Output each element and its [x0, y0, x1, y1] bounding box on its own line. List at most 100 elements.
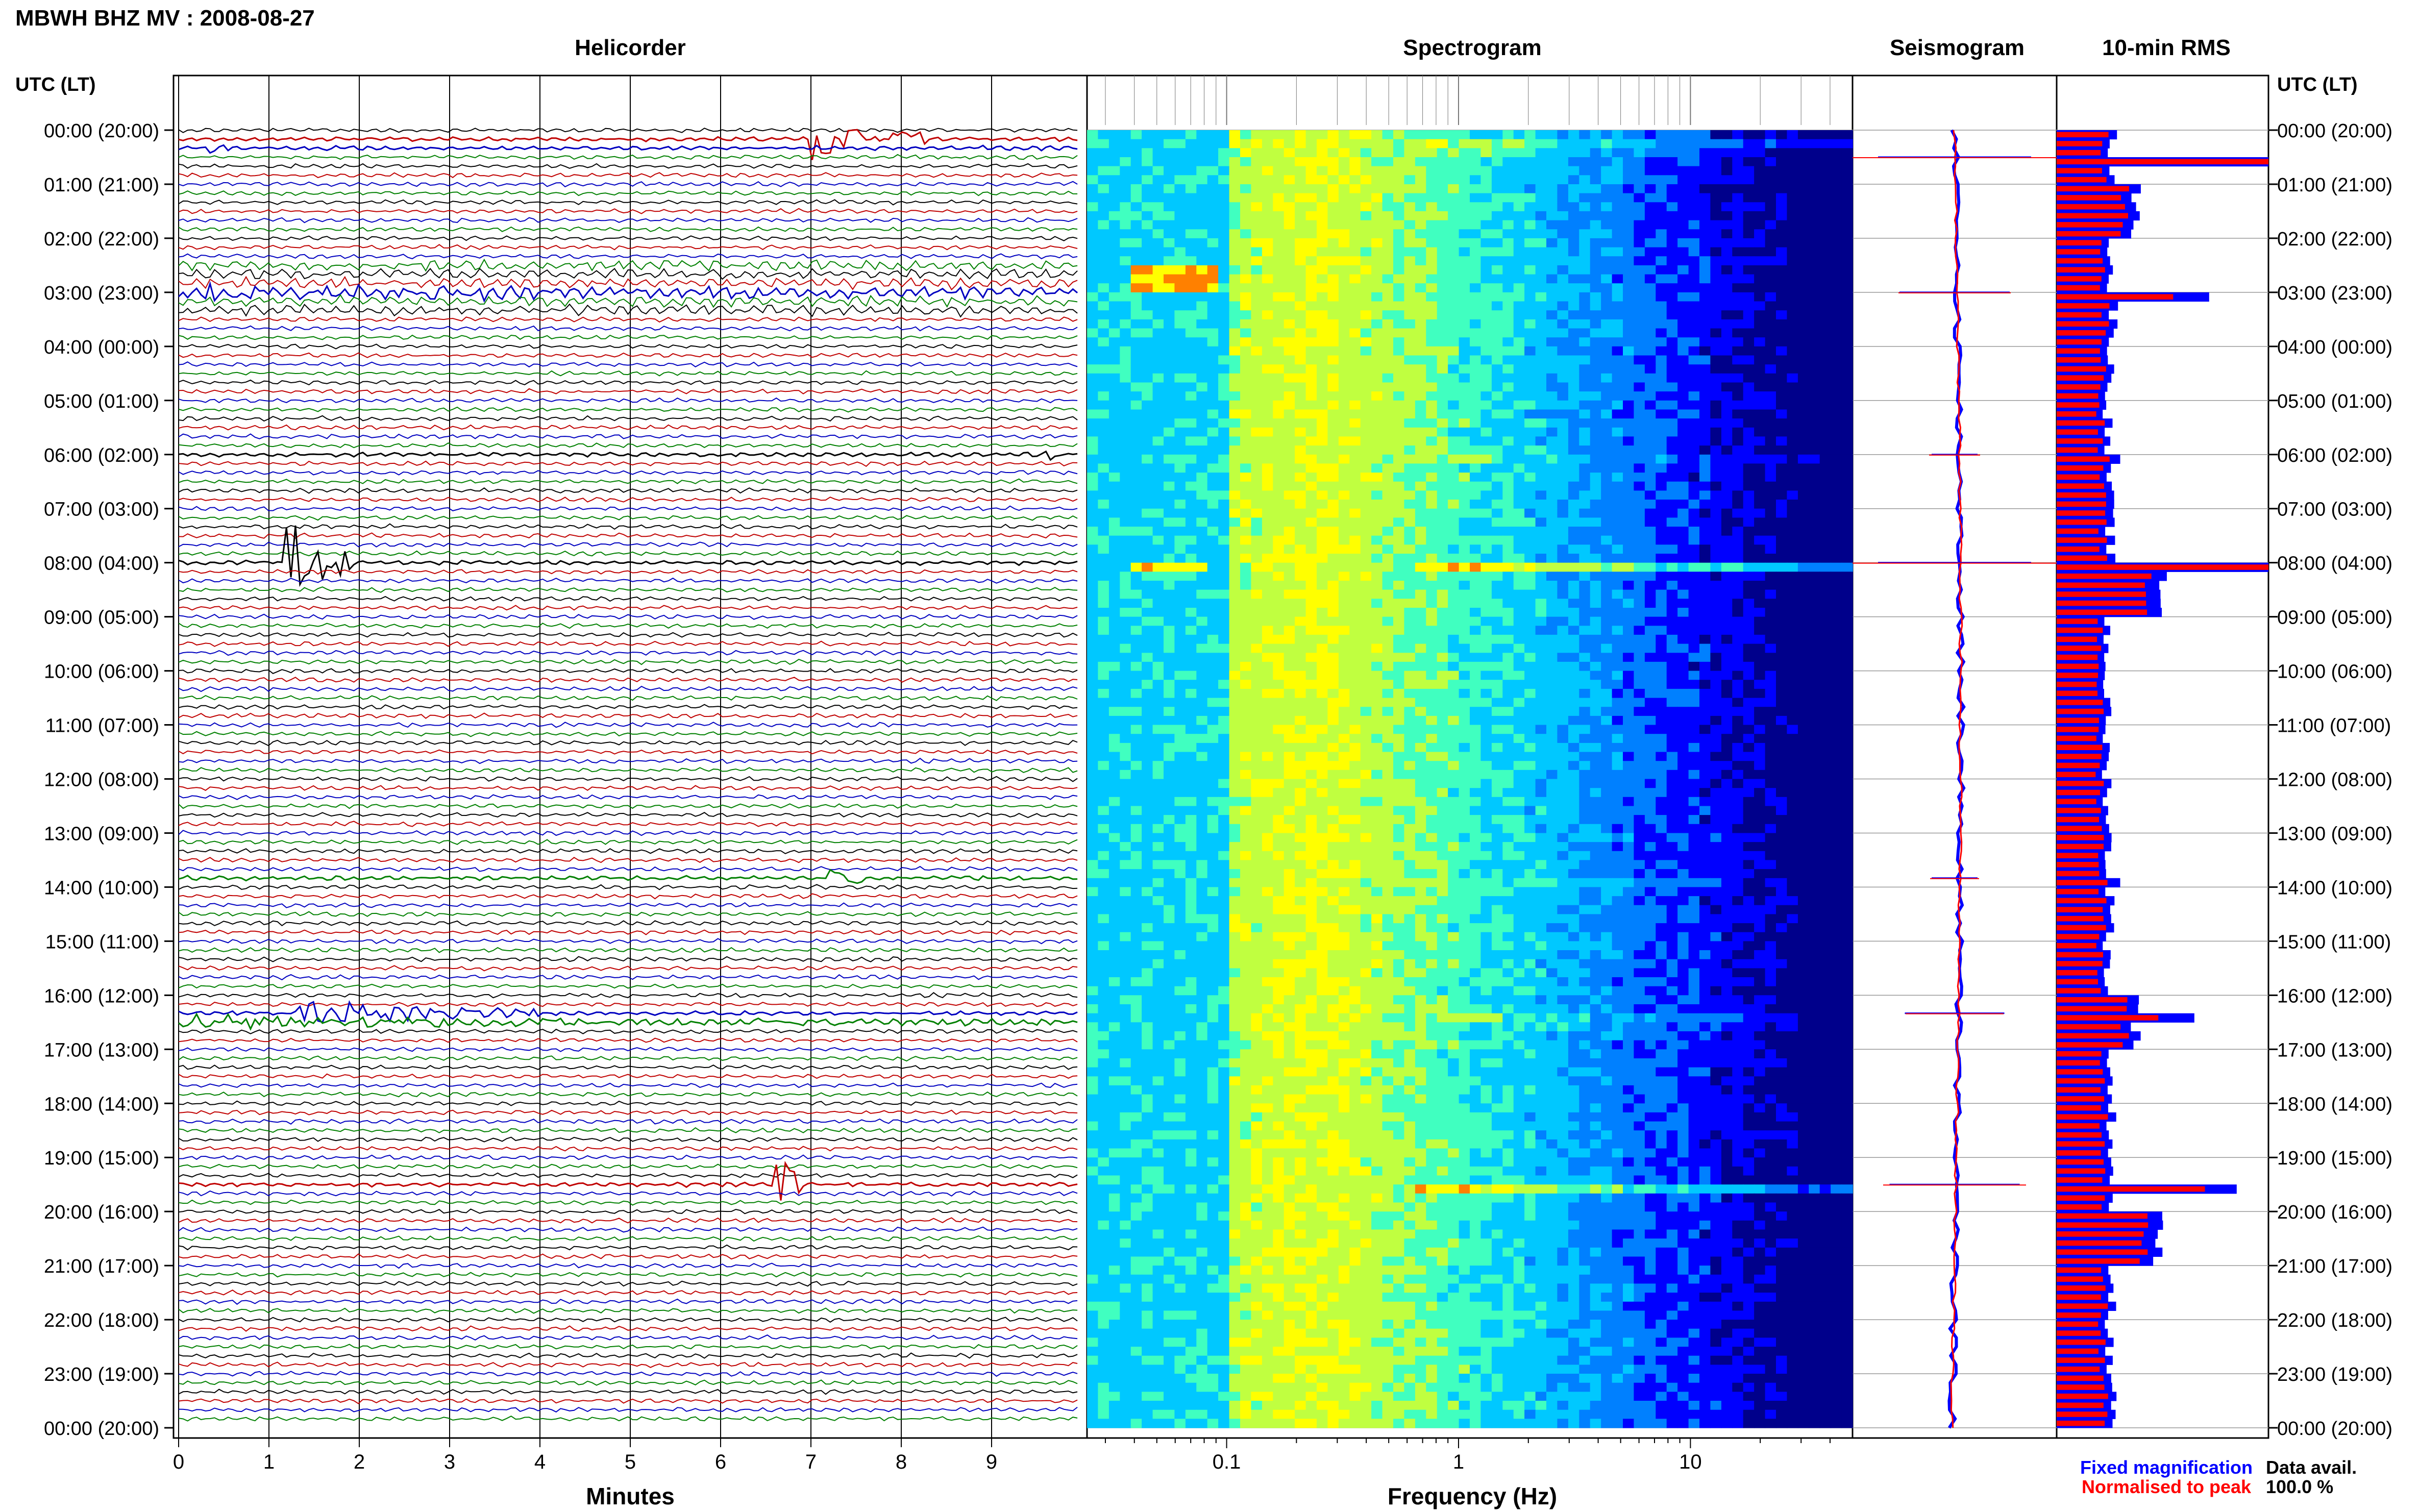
spectrogram-cell — [1502, 301, 1514, 311]
spectrogram-cell — [1196, 554, 1208, 563]
spectrogram-cell — [1612, 599, 1623, 608]
spectrogram-cell — [1393, 436, 1405, 446]
spectrogram-cell — [1524, 139, 1536, 148]
spectrogram-cell — [1535, 256, 1547, 266]
spectrogram-cell — [1229, 581, 1241, 590]
spectrogram-cell — [1787, 554, 1798, 563]
spectrogram-cell — [1327, 463, 1339, 473]
spectrogram-cell — [1108, 490, 1121, 500]
spectrogram-cell — [1426, 337, 1438, 347]
spectrogram-cell — [1108, 626, 1121, 635]
spectrogram-cell — [1831, 616, 1842, 626]
spectrogram-cell — [1317, 508, 1328, 518]
spectrogram-cell — [1338, 707, 1350, 716]
spectrogram-cell — [1382, 616, 1394, 626]
spectrogram-cell — [1098, 661, 1109, 672]
spectrogram-cell — [1819, 193, 1831, 203]
helicorder-trace — [178, 586, 1078, 593]
spectrogram-cell — [1546, 634, 1558, 645]
spectrogram-cell — [1448, 572, 1460, 581]
spectrogram-cell — [1164, 544, 1175, 554]
spectrogram-cell — [1437, 671, 1448, 680]
spectrogram-cell — [1251, 715, 1263, 726]
spectrogram-cell — [1699, 454, 1711, 464]
spectrogram-cell — [1283, 184, 1295, 194]
spectrogram-cell — [1557, 400, 1569, 410]
spectrogram-cell — [1557, 382, 1569, 392]
spectrogram-cell — [1546, 436, 1558, 446]
spectrogram-cell — [1152, 274, 1164, 284]
spectrogram-cell — [1535, 310, 1547, 320]
spectrogram-cell — [1229, 391, 1241, 401]
spectrogram-cell — [1283, 139, 1295, 148]
spectrogram-cell — [1448, 544, 1460, 554]
spectrogram-cell — [1338, 292, 1350, 302]
spectrogram-cell — [1251, 346, 1263, 356]
spectrogram-cell — [1743, 166, 1755, 176]
spectrogram-cell — [1240, 680, 1252, 689]
spectrogram-cell — [1130, 220, 1142, 230]
spectrogram-cell — [1765, 247, 1776, 257]
spectrogram-cell — [1776, 337, 1788, 347]
spectrogram-cell — [1130, 346, 1142, 356]
spectrogram-cell — [1295, 653, 1306, 662]
spectrogram-cell — [1295, 473, 1306, 482]
spectrogram-cell — [1130, 562, 1142, 572]
spectrogram-cell — [1656, 256, 1667, 266]
spectrogram-cell — [1229, 211, 1241, 221]
spectrogram-cell — [1612, 680, 1623, 689]
spectrogram-cell — [1338, 715, 1350, 726]
spectrogram-cell — [1459, 265, 1470, 275]
spectrogram-cell — [1415, 562, 1427, 572]
spectrogram-cell — [1797, 715, 1810, 726]
spectrogram-cell — [1601, 562, 1613, 572]
spectrogram-cell — [1513, 184, 1525, 194]
spectrogram-cell — [1524, 436, 1536, 446]
spectrogram-cell — [1568, 409, 1580, 419]
spectrogram-cell — [1317, 562, 1328, 572]
spectrogram-cell — [1415, 265, 1427, 275]
spectrogram-cell — [1382, 572, 1394, 581]
spectrogram-cell — [1338, 139, 1350, 148]
helicorder-trace — [178, 1361, 1078, 1368]
spectrogram-cell — [1732, 346, 1744, 356]
spectrogram-cell — [1207, 535, 1219, 545]
spectrogram-cell — [1108, 500, 1121, 509]
spectrogram-cell — [1699, 364, 1711, 374]
spectrogram-cell — [1557, 653, 1569, 662]
spectrogram-cell — [1130, 310, 1142, 320]
spectrogram-cell — [1251, 634, 1263, 645]
spectrogram-cell — [1612, 139, 1623, 148]
spectrogram-cell — [1656, 634, 1667, 645]
spectrogram-cell — [1207, 418, 1219, 428]
spectrogram-cell — [1557, 634, 1569, 645]
spectrogram-cell — [1765, 490, 1776, 500]
spectrogram-cell — [1568, 544, 1580, 554]
spectrogram-cell — [1207, 517, 1219, 527]
spectrogram-cell — [1273, 544, 1285, 554]
spectrogram-cell — [1087, 589, 1099, 599]
spectrogram-cell — [1535, 671, 1547, 680]
spectrogram-cell — [1765, 688, 1776, 699]
spectrogram-cell — [1656, 599, 1667, 608]
spectrogram-cell — [1120, 626, 1131, 635]
minute-tick-label: 4 — [534, 1451, 546, 1473]
spectrogram-cell — [1590, 328, 1601, 338]
spectrogram-cell — [1688, 581, 1700, 590]
spectrogram-cell — [1579, 175, 1591, 185]
spectrogram-cell — [1283, 382, 1295, 392]
spectrogram-cell — [1688, 292, 1700, 302]
spectrogram-cell — [1502, 680, 1514, 689]
time-tick-label-right: 00:00 (20:00) — [2277, 1418, 2392, 1440]
spectrogram-cell — [1754, 139, 1766, 148]
spectrogram-cell — [1699, 157, 1711, 167]
spectrogram-cell — [1656, 544, 1667, 554]
spectrogram-cell — [1634, 481, 1645, 491]
spectrogram-cell — [1568, 256, 1580, 266]
spectrogram-cell — [1546, 310, 1558, 320]
spectrogram-cell — [1317, 319, 1328, 329]
spectrogram-cell — [1130, 554, 1142, 563]
spectrogram-cell — [1164, 202, 1175, 212]
spectrogram-cell — [1415, 382, 1427, 392]
spectrogram-cell — [1491, 599, 1503, 608]
